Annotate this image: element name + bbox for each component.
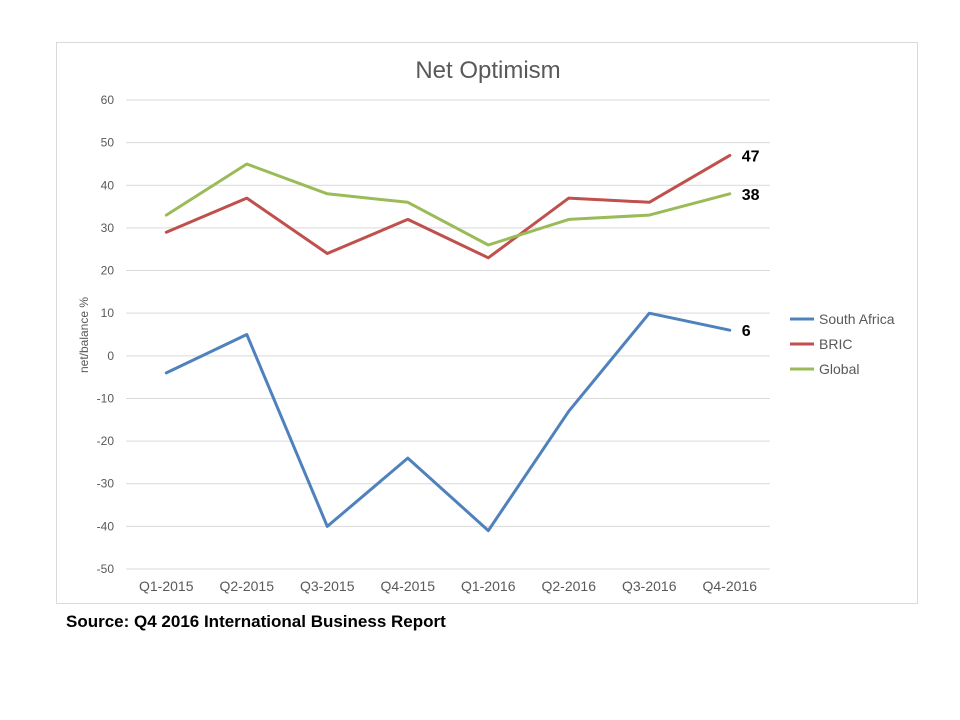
x-tick-label: Q3-2016 xyxy=(622,578,677,594)
series-lines xyxy=(164,153,732,533)
x-tick-label: Q3-2015 xyxy=(300,578,355,594)
series-line-bric xyxy=(164,153,732,260)
y-tick-label: 30 xyxy=(101,221,115,235)
y-axis-ticks: 60 50 40 30 20 10 0 -10 -20 -30 -40 -50 xyxy=(97,93,115,576)
chart-title: Net Optimism xyxy=(415,57,560,84)
y-axis-label: net/balance % xyxy=(77,297,91,373)
chart-frame: Net Optimism 60 50 40 30 20 10 0 -10 -20 -30 -40 -5… xyxy=(56,42,918,604)
source-note: Source: Q4 2016 International Business R… xyxy=(66,612,446,631)
x-tick-label: Q2-2016 xyxy=(542,578,597,594)
x-tick-label: Q1-2016 xyxy=(461,578,516,594)
y-tick-label: 40 xyxy=(101,178,115,192)
x-tick-label: Q4-2015 xyxy=(381,578,436,594)
x-tick-label: Q2-2015 xyxy=(220,578,275,594)
x-axis-ticks: Q1-2015 Q2-2015 Q3-2015 Q4-2015 Q1-2016 Q2-20… xyxy=(139,578,757,594)
x-tick-label: Q4-2016 xyxy=(703,578,758,594)
legend-entry: BRIC xyxy=(819,336,852,352)
y-tick-label: 0 xyxy=(107,349,114,363)
y-tick-label: 10 xyxy=(101,306,115,320)
x-tick-label: Q1-2015 xyxy=(139,578,194,594)
line-chart: Net Optimism 60 50 40 30 20 10 0 -10 -20 -30 -40 -5… xyxy=(77,57,895,594)
y-tick-label: 20 xyxy=(101,264,115,278)
end-labels: 6 47 38 xyxy=(742,148,760,340)
y-tick-label: -30 xyxy=(97,477,115,491)
data-label: 38 xyxy=(742,187,760,204)
y-tick-label: -20 xyxy=(97,434,115,448)
y-tick-label: -10 xyxy=(97,391,115,405)
legend-entry: Global xyxy=(819,361,859,377)
y-tick-label: -40 xyxy=(97,519,115,533)
series-line-global xyxy=(164,162,732,247)
series-line-south-africa xyxy=(164,311,732,533)
data-label: 47 xyxy=(742,148,760,165)
grid-lines xyxy=(126,99,770,570)
data-label: 6 xyxy=(742,323,751,340)
y-tick-label: -50 xyxy=(97,562,115,576)
legend: South Africa BRIC Global xyxy=(790,311,895,377)
y-tick-label: 50 xyxy=(101,136,115,150)
y-tick-label: 60 xyxy=(101,93,115,107)
legend-entry: South Africa xyxy=(819,311,895,327)
